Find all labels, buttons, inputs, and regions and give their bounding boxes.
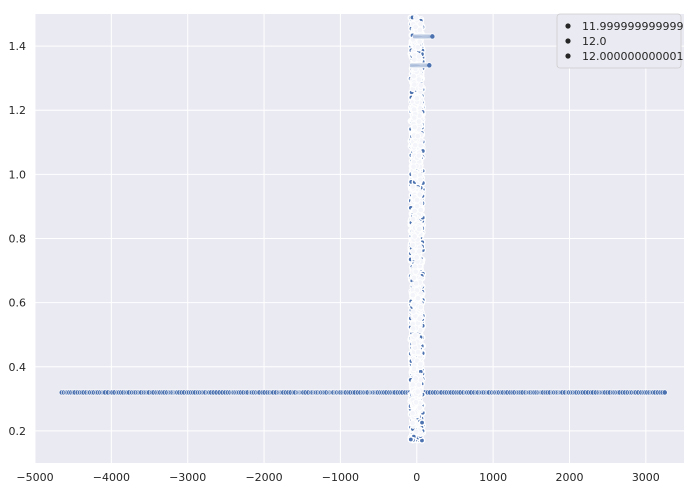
x-tick-label: −2000 (245, 471, 282, 484)
data-point (416, 404, 423, 411)
data-point (415, 53, 423, 60)
data-point (416, 191, 423, 198)
data-point (410, 73, 417, 80)
data-point (414, 295, 422, 302)
y-tick-label: 0.8 (9, 233, 27, 246)
data-point (415, 152, 423, 159)
data-point (417, 82, 425, 89)
legend-label: 12.000000000001 (582, 50, 683, 63)
grid-lines (34, 14, 684, 463)
data-point (410, 325, 417, 332)
data-point (409, 381, 416, 388)
data-point (414, 348, 422, 356)
data-point (409, 248, 416, 255)
data-point (661, 389, 668, 396)
data-point (409, 241, 417, 249)
data-point (409, 183, 417, 190)
data-point (416, 38, 423, 45)
data-point (413, 254, 420, 261)
x-tick-label: 1000 (479, 471, 507, 484)
legend-marker (565, 38, 571, 44)
x-tick-label: 2000 (555, 471, 583, 484)
legend-marker (565, 53, 571, 59)
data-point (414, 132, 422, 140)
data-point (411, 233, 418, 240)
x-axis-ticks: −5000 −4000 −3000 −2000 −1000 0 1000 2000 3000 (16, 471, 659, 484)
data-point (411, 114, 418, 121)
legend-marker (565, 23, 571, 29)
data-point (412, 268, 419, 275)
data-point (412, 23, 419, 31)
data-point (410, 308, 417, 315)
data-point (413, 94, 421, 102)
data-point (411, 207, 418, 215)
data-point (418, 419, 426, 426)
y-tick-label: 0.6 (9, 297, 27, 310)
y-tick-label: 0.4 (9, 361, 27, 374)
legend: 11.999999999999 12.0 12.000000000001 (556, 13, 683, 69)
data-point (412, 141, 419, 149)
y-axis-ticks: 0.2 0.4 0.6 0.8 1.0 1.2 1.4 (9, 40, 27, 438)
data-point (410, 163, 417, 170)
data-point (411, 172, 418, 180)
x-tick-label: −5000 (16, 471, 53, 484)
data-point (410, 274, 418, 282)
legend-label: 12.0 (582, 35, 607, 48)
data-point (412, 375, 419, 382)
data-point (416, 315, 423, 322)
data-point (409, 216, 417, 223)
legend-label: 11.999999999999 (582, 20, 683, 33)
data-point (409, 291, 416, 299)
data-point (411, 81, 418, 88)
data-point (417, 142, 424, 149)
x-tick-label: −1000 (322, 471, 359, 484)
x-tick-label: 0 (413, 471, 420, 484)
y-tick-label: 1.0 (9, 168, 27, 181)
data-point (411, 56, 418, 63)
data-point (417, 360, 424, 368)
data-point (412, 399, 420, 406)
data-point (417, 20, 424, 28)
data-point (415, 118, 423, 125)
y-tick-label: 0.2 (9, 425, 27, 438)
legend-box (556, 13, 682, 69)
data-point (426, 62, 433, 69)
data-point (412, 332, 419, 339)
data-point (413, 428, 420, 435)
data-point (417, 376, 425, 383)
x-tick-label: 3000 (632, 471, 660, 484)
data-point (429, 33, 436, 40)
y-tick-label: 1.4 (9, 40, 27, 53)
data-point (416, 26, 423, 34)
data-point (413, 14, 420, 21)
data-point (416, 225, 423, 233)
data-point (412, 280, 420, 287)
data-point (414, 44, 422, 51)
y-tick-label: 1.2 (9, 104, 27, 117)
data-point (413, 196, 421, 204)
data-point (410, 339, 418, 347)
data-point (417, 176, 424, 183)
data-point (417, 206, 424, 214)
data-point (409, 409, 416, 417)
data-point (414, 388, 421, 395)
data-point (415, 76, 423, 83)
data-point (416, 248, 423, 255)
data-point (411, 123, 418, 131)
data-point (410, 365, 418, 373)
data-points (58, 14, 668, 444)
data-point (415, 381, 423, 389)
data-point (409, 419, 416, 427)
x-tick-label: −4000 (93, 471, 130, 484)
data-point (407, 436, 415, 443)
x-tick-label: −3000 (169, 471, 206, 484)
data-point (417, 303, 424, 311)
